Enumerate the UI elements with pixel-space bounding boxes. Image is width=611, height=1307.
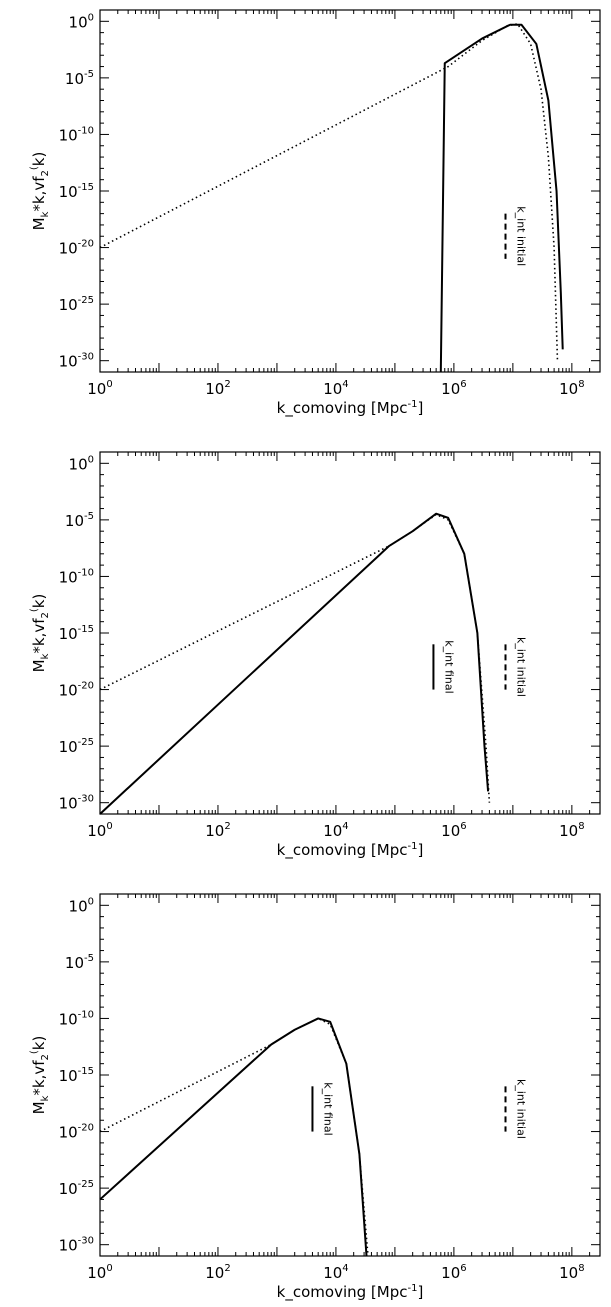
x-tick-label: 108 xyxy=(559,821,584,840)
x-axis-label: k_comoving [Mpc-1] xyxy=(277,1283,424,1302)
y-tick-label: 10-30 xyxy=(59,352,94,371)
y-tick-label: 10-30 xyxy=(59,1236,94,1255)
y-tick-label: 10-15 xyxy=(59,624,94,643)
y-axis-label: Mk*k,vf2(k) xyxy=(29,594,51,673)
y-tick-label: 10-5 xyxy=(65,511,94,530)
plot-frame xyxy=(99,893,601,1257)
y-tick-label: 10-20 xyxy=(59,239,94,258)
x-tick-label: 100 xyxy=(87,379,112,398)
series-solid xyxy=(99,512,490,815)
x-tick-label: 106 xyxy=(441,379,466,398)
series-solid xyxy=(439,23,564,373)
annotation-label: k_int initial xyxy=(515,1079,528,1139)
plot-frame xyxy=(99,451,601,815)
x-tick-label: 100 xyxy=(87,1263,112,1282)
x-tick-label: 102 xyxy=(205,821,230,840)
y-tick-label: 10-5 xyxy=(65,69,94,88)
series-dotted xyxy=(99,1017,369,1257)
y-tick-label: 10-10 xyxy=(59,567,94,586)
panel-top: 100 102 104 106 108 100 10-5 10-10 10-15 10-20 10-… xyxy=(29,9,601,418)
y-tick-label: 10-20 xyxy=(59,681,94,700)
y-tick-label: 10-10 xyxy=(59,125,94,144)
x-tick-label: 104 xyxy=(323,1263,348,1282)
y-tick-label: 10-25 xyxy=(59,1179,94,1198)
x-tick-label: 102 xyxy=(205,379,230,398)
y-axis-label: Mk*k,vf2(k) xyxy=(29,152,51,231)
y-tick-label: 10-15 xyxy=(59,1066,94,1085)
series-solid xyxy=(99,1017,368,1257)
annotation-label: k_int final xyxy=(321,1082,334,1135)
y-tick-label: 10-30 xyxy=(59,794,94,813)
annotation-label: k_int initial xyxy=(515,637,528,697)
y-tick-label: 100 xyxy=(69,454,94,473)
annotation-label: k_int final xyxy=(442,640,455,693)
x-tick-label: 106 xyxy=(441,1263,466,1282)
y-tick-label: 10-5 xyxy=(65,953,94,972)
y-tick-label: 10-10 xyxy=(59,1009,94,1028)
plot-frame xyxy=(99,9,601,373)
x-tick-label: 100 xyxy=(87,821,112,840)
series-dotted xyxy=(99,23,559,361)
x-tick-label: 106 xyxy=(441,821,466,840)
x-tick-label: 108 xyxy=(559,379,584,398)
y-tick-label: 10-25 xyxy=(59,737,94,756)
y-tick-label: 100 xyxy=(69,896,94,915)
y-axis-label: Mk*k,vf2(k) xyxy=(29,1036,51,1115)
annotation-label: k_int initial xyxy=(515,206,528,266)
panel-bottom: 100 102 104 106 108 100 10-5 10-10 10-15 10-20 10-… xyxy=(29,893,601,1302)
panel-middle: 100 102 104 106 108 100 10-5 10-10 10-15 10-20 10-… xyxy=(29,451,601,860)
y-tick-label: 10-25 xyxy=(59,295,94,314)
x-tick-label: 104 xyxy=(323,821,348,840)
x-axis-label: k_comoving [Mpc-1] xyxy=(277,841,424,860)
x-tick-label: 102 xyxy=(205,1263,230,1282)
x-tick-label: 108 xyxy=(559,1263,584,1282)
x-tick-label: 104 xyxy=(323,379,348,398)
x-axis-label: k_comoving [Mpc-1] xyxy=(277,399,424,418)
y-tick-label: 100 xyxy=(69,12,94,31)
y-tick-label: 10-15 xyxy=(59,182,94,201)
y-tick-label: 10-20 xyxy=(59,1123,94,1142)
